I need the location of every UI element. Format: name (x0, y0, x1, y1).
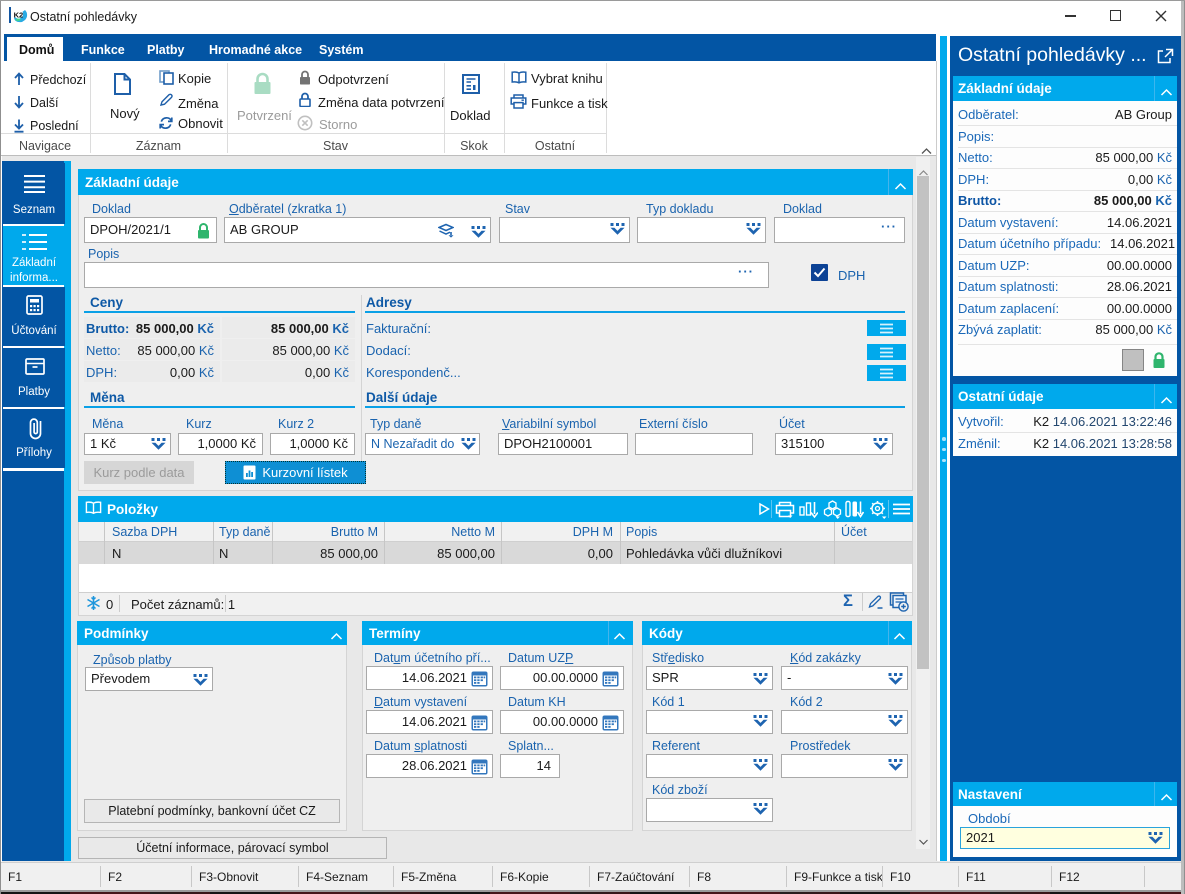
svg-text:K2: K2 (14, 10, 24, 19)
